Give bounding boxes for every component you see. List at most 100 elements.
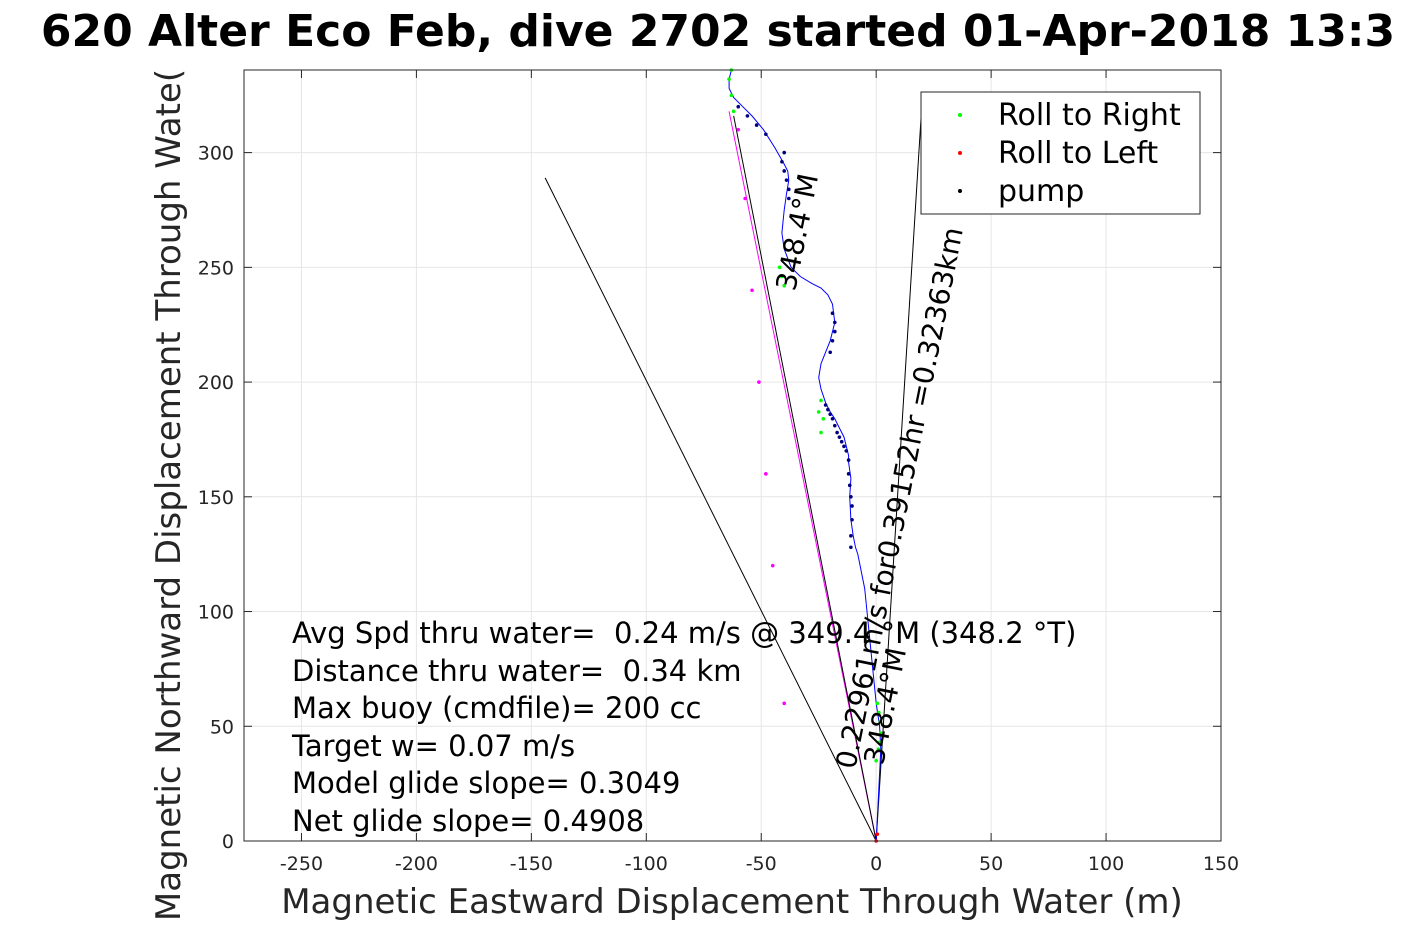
x-tick-label: 100 <box>1088 853 1124 875</box>
x-tick-label: -150 <box>510 853 553 875</box>
y-axis-label: Magnetic Northward Displacement Through … <box>149 69 189 921</box>
x-tick-label: -100 <box>625 853 668 875</box>
data-point <box>821 416 826 421</box>
legend-box <box>920 91 1201 215</box>
data-point <box>787 187 791 192</box>
legend: Roll to Right Roll to Left pump <box>920 91 1201 215</box>
data-point <box>842 444 846 449</box>
x-tick-label: -200 <box>395 853 438 875</box>
y-tick-label: 0 <box>222 831 234 853</box>
data-point <box>832 423 837 428</box>
annotation-max-buoy: Max buoy (cmdfile)= 200 cc <box>292 691 701 725</box>
reference-lines <box>544 99 923 842</box>
data-point <box>777 265 782 270</box>
x-axis-label: Magnetic Eastward Displacement Through W… <box>281 882 1183 922</box>
data-point <box>849 545 853 550</box>
data-series <box>727 68 883 843</box>
plot-frame <box>243 69 1222 842</box>
data-point <box>835 430 839 435</box>
dive-track-line <box>728 69 882 842</box>
legend-marker-pump <box>958 189 962 193</box>
data-point <box>844 449 849 453</box>
legend-label-pump: pump <box>998 174 1084 209</box>
y-tick-label: 250 <box>198 257 234 279</box>
data-point <box>731 109 736 114</box>
y-tick-label: 150 <box>198 487 234 509</box>
data-point <box>877 710 881 715</box>
data-point <box>780 274 784 279</box>
annotation-avg-speed: Avg Spd thru water= 0.24 m/s @ 349.4 °M … <box>292 616 1076 650</box>
data-point <box>727 77 731 81</box>
data-point <box>846 458 851 462</box>
data-point <box>846 472 851 476</box>
data-point <box>876 747 881 752</box>
data-point <box>839 439 844 444</box>
data-point <box>782 283 787 288</box>
annotation-model-glide: Model glide slope= 0.3049 <box>292 766 680 800</box>
x-axis-ticks: -250 -200 -150 -100 -50 0 50 100 150 <box>280 70 1239 875</box>
data-point <box>745 114 750 118</box>
annotations: Avg Spd thru water= 0.24 m/s @ 349.4 °M … <box>291 616 1076 838</box>
data-point <box>823 403 828 407</box>
annotation-distance: Distance thru water= 0.34 km <box>292 654 742 688</box>
data-point <box>850 517 854 522</box>
data-point <box>743 196 747 201</box>
data-point <box>850 504 854 508</box>
annotation-net-glide: Net glide slope= 0.4908 <box>292 804 644 838</box>
data-point <box>736 104 741 109</box>
data-point <box>787 196 791 201</box>
data-point <box>874 758 878 763</box>
legend-marker-roll-left <box>958 151 962 155</box>
data-point <box>877 740 882 745</box>
data-point <box>826 407 830 412</box>
x-tick-label: -250 <box>280 853 323 875</box>
data-point <box>750 288 754 293</box>
data-point <box>782 150 787 155</box>
reference-line <box>875 99 923 842</box>
data-point <box>837 435 842 439</box>
data-point <box>830 311 835 316</box>
data-point <box>830 338 835 343</box>
data-point <box>784 178 789 182</box>
data-point <box>847 483 852 488</box>
data-point <box>832 329 837 334</box>
data-point <box>736 127 741 132</box>
data-point <box>780 159 784 164</box>
data-point <box>878 719 883 724</box>
data-point <box>764 132 768 137</box>
data-point <box>782 169 787 173</box>
reference-line <box>728 111 877 842</box>
x-tick-label: -50 <box>746 853 777 875</box>
legend-label-roll-left: Roll to Left <box>998 136 1158 171</box>
data-point <box>757 380 761 384</box>
data-point <box>770 563 775 568</box>
data-point <box>782 701 787 706</box>
data-point <box>729 93 734 98</box>
data-point <box>816 410 821 414</box>
y-tick-label: 300 <box>198 143 234 165</box>
legend-label-roll-right: Roll to Right <box>998 98 1181 133</box>
data-point <box>819 398 823 403</box>
data-point <box>830 416 835 421</box>
x-tick-label: 50 <box>979 853 1003 875</box>
y-tick-label: 200 <box>198 372 234 394</box>
x-tick-label: 150 <box>1203 853 1239 875</box>
reference-line <box>733 115 877 842</box>
data-point <box>819 430 823 435</box>
data-point <box>764 472 768 476</box>
data-point <box>878 731 883 735</box>
reference-line <box>544 177 877 842</box>
data-point <box>828 350 832 355</box>
annotation-target-w: Target w= 0.07 m/s <box>291 729 575 763</box>
legend-marker-roll-right <box>958 113 962 117</box>
data-point <box>875 832 880 836</box>
data-point <box>849 495 853 499</box>
data-point <box>828 412 832 416</box>
data-point <box>875 701 880 706</box>
data-point <box>754 123 759 127</box>
chart-title: 620 Alter Eco Feb, dive 2702 started 01-… <box>41 6 1395 57</box>
y-tick-label: 50 <box>210 716 234 738</box>
x-tick-label: 0 <box>870 853 882 875</box>
data-point <box>832 320 837 325</box>
